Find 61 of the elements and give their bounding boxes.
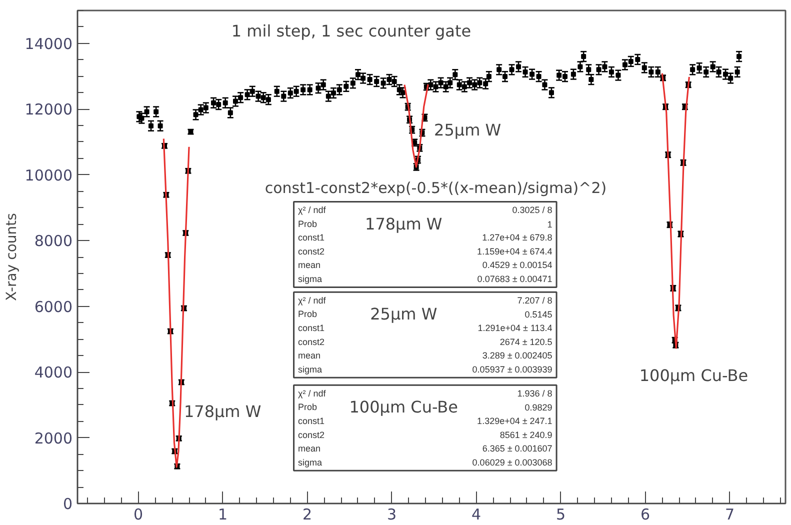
annotation: const2: [298, 246, 325, 256]
y-tick-label: 14000: [24, 34, 72, 53]
x-tick-label: 5: [556, 506, 566, 524]
annotation: 25µm W: [434, 120, 502, 140]
annotation: mean: [298, 350, 321, 361]
y-tick-label: 12000: [24, 100, 72, 119]
x-tick-label: 7: [724, 506, 735, 524]
annotation: 0.9829: [524, 402, 552, 413]
annotation: const1: [298, 323, 325, 334]
annotation: 0.06029 ± 0.003068: [472, 457, 552, 468]
annotation: 178µm W: [184, 402, 262, 421]
annotation: const1: [298, 416, 325, 426]
annotation: 100µm Cu-Be: [639, 366, 748, 385]
y-axis-title: X-ray counts: [4, 213, 20, 301]
annotation: 1: [547, 219, 552, 230]
annotation: sigma: [298, 364, 322, 374]
text: 1 mil step, 1 sec counter gate: [231, 22, 472, 40]
annotation: 2674 ± 120.5: [500, 336, 552, 347]
annotation: 0.3025 / 8: [512, 205, 552, 216]
annotation: 100µm Cu-Be: [349, 398, 458, 417]
annotation: 1.329e+04 ± 247.1: [477, 416, 552, 426]
annotation: 1.27e+04 ± 679.8: [482, 232, 552, 243]
annotation: χ² / ndf: [298, 295, 326, 306]
annotation: const2: [298, 336, 325, 347]
annotation: const1: [298, 232, 325, 243]
annotation: 0.07683 ± 0.00471: [477, 274, 552, 284]
annotation: χ² / ndf: [298, 205, 326, 216]
annotation: χ² / ndf: [298, 388, 326, 398]
y-tick-label: 10000: [24, 166, 72, 184]
annotation: mean: [298, 260, 321, 270]
annotation: 25µm W: [370, 304, 438, 324]
annotation: 8561 ± 240.9: [500, 430, 552, 440]
annotation: 1.291e+04 ± 113.4: [478, 323, 552, 334]
y-tick-label: 4000: [34, 364, 73, 382]
x-tick-label: 2: [302, 506, 312, 524]
x-tick-label: 6: [640, 506, 650, 524]
annotation: 1.936 / 8: [517, 388, 552, 398]
annotation: sigma: [298, 274, 322, 284]
annotation: 178µm W: [365, 214, 442, 234]
annotation: sigma: [298, 457, 322, 468]
annotation: 1.159e+04 ± 674.4: [477, 246, 552, 256]
x-tick-label: 1: [218, 506, 228, 524]
annotation: Prob: [298, 309, 318, 320]
annotation: Prob: [298, 402, 318, 412]
y-tick-label: 6000: [34, 298, 73, 316]
annotation: 0.05937 ± 0.003939: [472, 364, 552, 374]
x-tick-label: 0: [134, 506, 144, 524]
annotation: const2: [298, 430, 325, 440]
x-tick-label: 4: [472, 506, 482, 524]
annotation: 3.289 ± 0.002405: [482, 350, 552, 361]
annotation: 7.207 / 8: [517, 295, 552, 306]
y-tick-label: 8000: [34, 232, 73, 250]
line-series: [661, 72, 690, 349]
annotation: 6.365 ± 0.001607: [482, 444, 552, 454]
x-tick-label: 3: [387, 506, 397, 524]
annotation: Prob: [298, 218, 318, 229]
annotation: 0.5145: [524, 310, 552, 320]
annotation: 0.4529 ± 0.00154: [482, 260, 552, 270]
annotation: mean: [298, 444, 321, 454]
annotation: const1-const2*exp(-0.5*((x-mean)/sigma)^2): [264, 178, 607, 197]
y-tick-label: 2000: [34, 429, 73, 448]
